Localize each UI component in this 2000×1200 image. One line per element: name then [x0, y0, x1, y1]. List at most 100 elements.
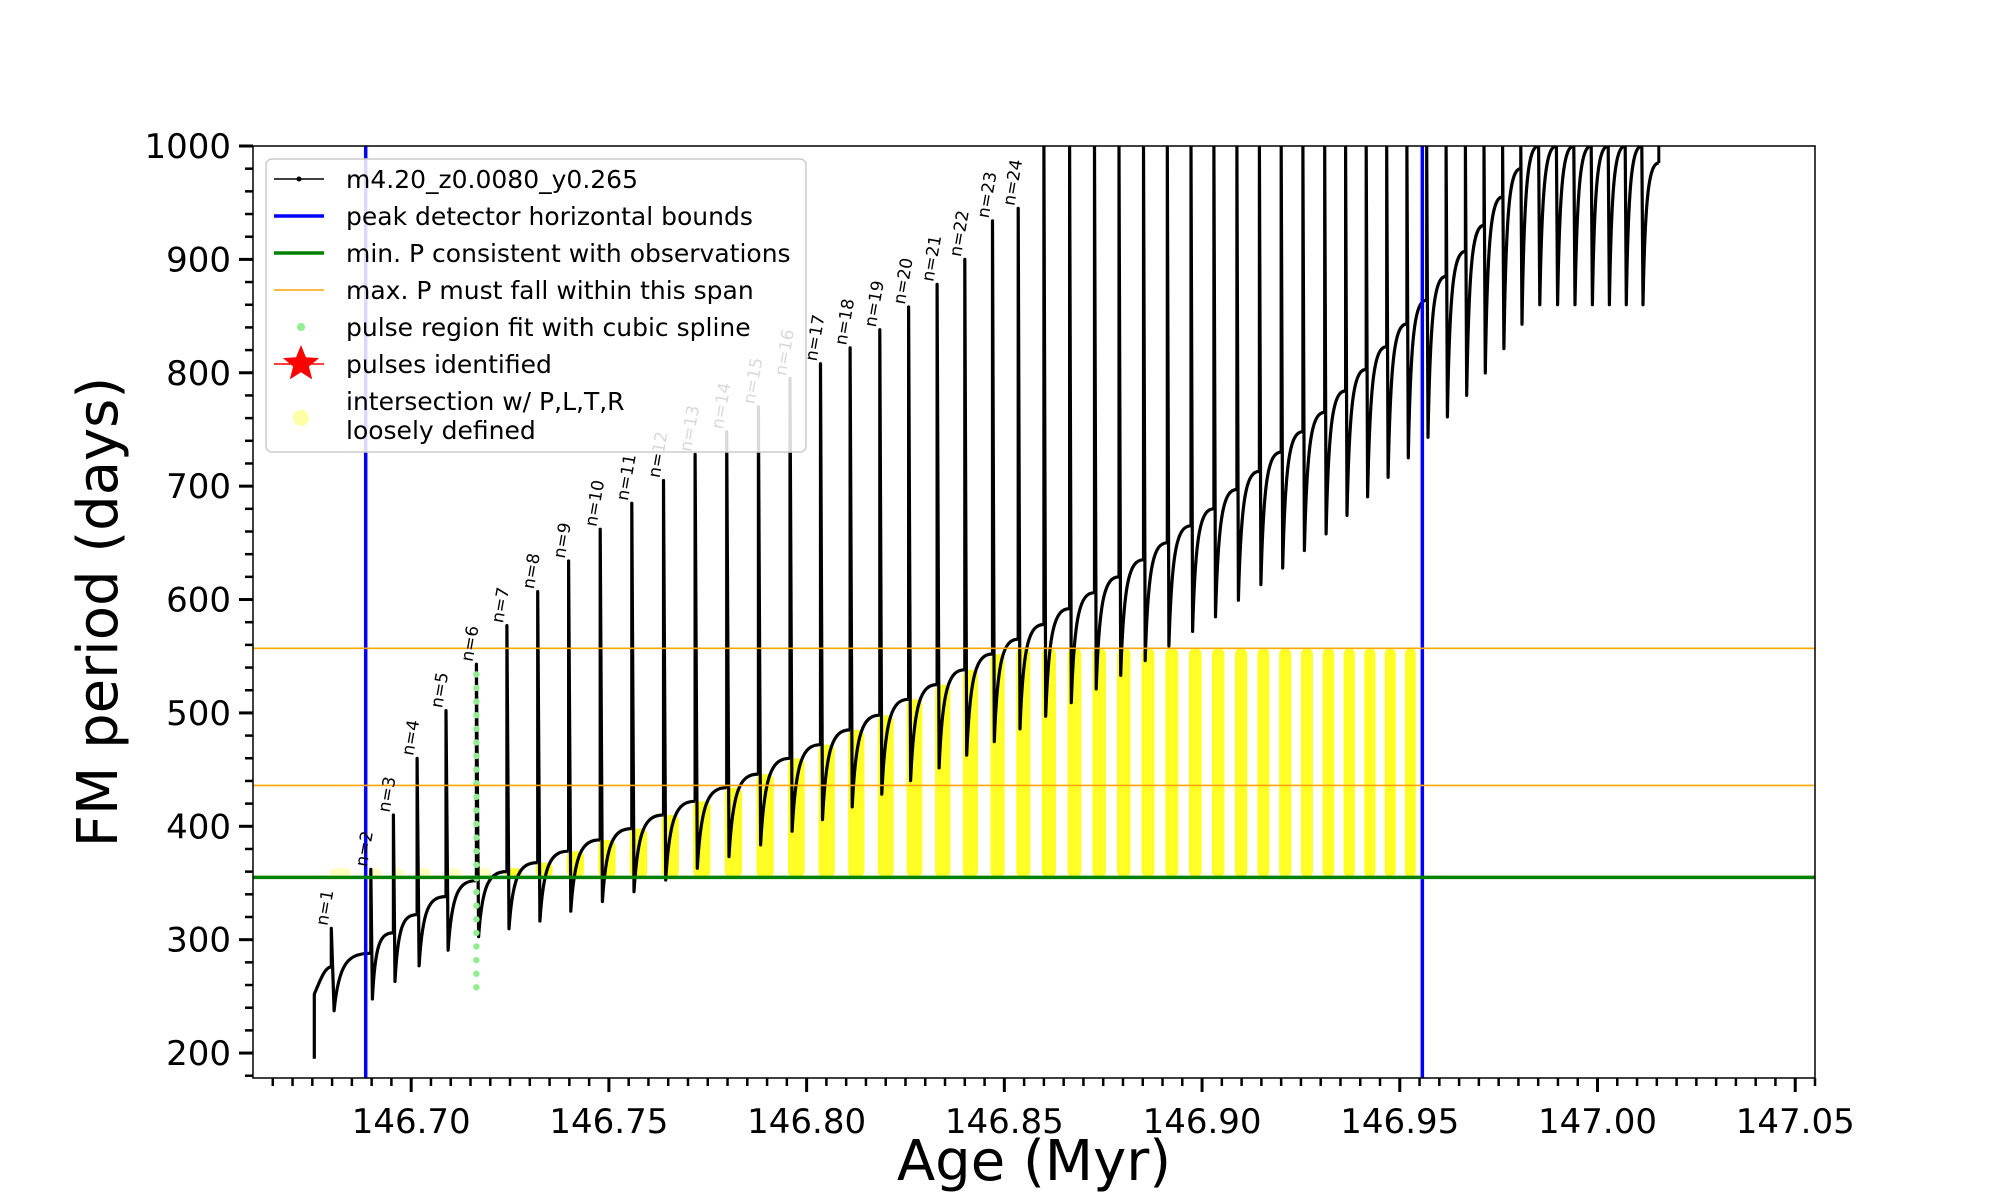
spline-point	[473, 752, 480, 760]
legend: m4.20_z0.0080_y0.265 peak detector horiz…	[265, 158, 807, 453]
model-cycle-37	[1323, 146, 1346, 536]
model-cycle-52	[1606, 146, 1626, 307]
y-tick-label: 500	[166, 694, 231, 734]
model-cycle-20	[907, 305, 938, 783]
plot-frame	[252, 145, 1816, 1079]
x-axis-ticks: 146.70 146.75 146.80 146.85 146.90 146.95 147.…	[271, 1078, 1855, 1142]
legend-label-max-period: max. P must fall within this span	[346, 276, 754, 305]
intersection-band-29	[1141, 648, 1155, 878]
intersection-band-31	[1189, 648, 1202, 878]
model-cycle-29	[1141, 146, 1168, 663]
model-cycle-23	[990, 219, 1019, 744]
intersection-band-32	[1211, 648, 1225, 878]
model-cycle-53	[1623, 146, 1643, 307]
intersection-band-30	[1165, 648, 1179, 878]
spline-point	[473, 684, 480, 692]
model-cycle-51	[1589, 146, 1609, 307]
x-tick-label: 146.75	[549, 1102, 668, 1142]
x-tick-label: 146.80	[747, 1102, 866, 1142]
model-cycle-34	[1257, 146, 1282, 587]
y-tick-label: 200	[166, 1034, 231, 1074]
model-cycle-18	[848, 346, 880, 809]
model-cycle-45	[1482, 146, 1503, 375]
model-cycle-30	[1165, 146, 1192, 648]
model-cycle-17	[818, 362, 851, 822]
x-tick-label: 146.85	[945, 1102, 1064, 1142]
intersection-band-41	[1404, 648, 1416, 878]
legend-intersection-marker	[293, 410, 309, 426]
model-cycle-46	[1501, 146, 1522, 351]
legend-star-icon	[282, 345, 320, 380]
model-cycle-26	[1068, 146, 1095, 705]
model-cycle-11	[630, 501, 664, 894]
model-cycle-2	[369, 867, 394, 1001]
spline-point	[473, 834, 480, 841]
model-cycle-43	[1444, 146, 1466, 419]
spline-point	[473, 861, 480, 868]
x-tick-label: 147.00	[1538, 1102, 1657, 1142]
legend-label-intersection-line1: intersection w/ P,L,T,R	[346, 387, 625, 416]
model-cycle-21	[935, 282, 965, 770]
model-cycle-25	[1042, 146, 1070, 718]
spline-point	[473, 807, 480, 814]
model-cycle-1	[329, 926, 371, 1013]
model-cycle-4	[415, 756, 447, 968]
y-tick-label: 700	[166, 467, 231, 507]
model-cycle-47	[1519, 146, 1539, 326]
y-tick-label: 600	[166, 581, 231, 621]
model-cycle-6	[474, 662, 507, 939]
legend-frame	[265, 158, 807, 453]
model-cycle-24	[1016, 206, 1045, 731]
intersection-band-38	[1343, 648, 1355, 878]
model-cycle-42	[1425, 146, 1447, 439]
model-cycle-50	[1572, 146, 1592, 307]
legend-label-model: m4.20_z0.0080_y0.265	[346, 165, 638, 194]
spline-point	[473, 970, 480, 977]
spline-point	[473, 725, 480, 732]
model-cycle-15	[756, 405, 791, 847]
model-cycle-0	[312, 965, 332, 1059]
model-cycle-32	[1212, 146, 1238, 619]
spline-point	[473, 766, 480, 773]
legend-label-peak-bounds: peak detector horizontal bounds	[346, 202, 753, 231]
model-cycle-31	[1189, 146, 1215, 633]
legend-model-marker	[296, 176, 302, 182]
legend-label-pulses: pulses identified	[346, 350, 552, 379]
spline-point	[473, 848, 480, 855]
spline-point	[473, 698, 480, 705]
x-tick-label: 146.70	[352, 1102, 471, 1142]
x-axis-title: Age (Myr)	[897, 1129, 1171, 1194]
intersection-band-35	[1279, 648, 1292, 878]
intersection-band-28	[1117, 648, 1131, 878]
reference-lines	[253, 146, 1815, 1078]
model-cycle-7	[505, 624, 538, 931]
x-tick-label: 146.90	[1143, 1102, 1262, 1142]
intersection-points	[329, 648, 1416, 878]
intersection-band-37	[1322, 648, 1335, 878]
y-tick-label: 400	[166, 807, 231, 847]
model-cycle-38	[1344, 146, 1367, 517]
model-cycle-33	[1235, 146, 1260, 602]
y-axis-ticks: 200 300 400 500 600 700 800 900 1000	[144, 127, 253, 1077]
model-cycle-39	[1364, 146, 1387, 499]
model-cycle-22	[963, 257, 993, 757]
spline-point	[473, 902, 480, 909]
model-cycle-27	[1092, 146, 1120, 691]
legend-spline-marker	[297, 323, 305, 331]
spline-point	[473, 916, 480, 923]
intersection-band-40	[1384, 648, 1396, 878]
spline-point	[473, 820, 480, 828]
model-cycle-10	[598, 527, 632, 904]
legend-label-min-period: min. P consistent with observations	[346, 239, 791, 268]
spline-point	[473, 793, 480, 800]
spline-point	[473, 671, 480, 678]
y-tick-label: 300	[166, 921, 231, 961]
model-cycle-9	[567, 559, 601, 913]
spline-point	[473, 943, 480, 950]
intersection-band-26	[1067, 648, 1082, 878]
spline-point	[473, 739, 480, 746]
y-tick-label: 800	[166, 354, 231, 394]
model-cycle-28	[1117, 146, 1144, 677]
model-cycle-40	[1385, 146, 1408, 479]
